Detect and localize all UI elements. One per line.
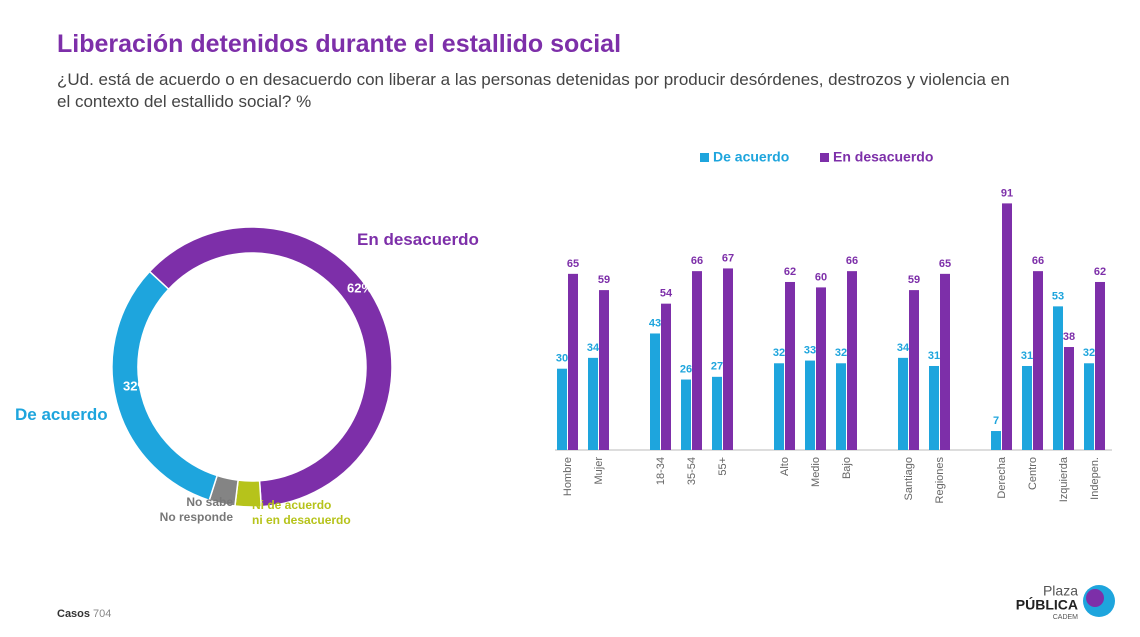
logo-text: PÚBLICA (1016, 596, 1078, 613)
value-label: 32 (835, 347, 847, 359)
x-tick-label: Santiago (903, 457, 915, 500)
x-tick-label: Alto (779, 457, 791, 476)
value-label: 66 (846, 255, 858, 267)
bar (774, 363, 784, 450)
value-label: 3% (248, 461, 267, 476)
x-tick-label: Centro (1027, 457, 1039, 490)
value-label: 62% (347, 280, 373, 295)
cases-label: Casos (57, 608, 90, 620)
value-label: 65 (567, 258, 579, 270)
value-label: 43 (649, 317, 661, 329)
value-label: 66 (691, 255, 703, 267)
value-label: 32 (1083, 347, 1095, 359)
value-label: 26 (680, 363, 692, 375)
x-tick-label: 55+ (717, 457, 729, 476)
value-label: 31 (1021, 350, 1033, 362)
bar (991, 431, 1001, 450)
x-tick-label: Derecha (996, 456, 1008, 498)
bar (909, 290, 919, 450)
value-label: 62 (784, 266, 796, 278)
legend-swatch (700, 153, 709, 162)
value-label: 38 (1063, 331, 1075, 343)
logo-circle-inner (1086, 589, 1104, 607)
value-label: 91 (1001, 187, 1013, 199)
value-label: 53 (1052, 290, 1064, 302)
legend-label: En desacuerdo (833, 149, 933, 165)
value-label: 3% (224, 461, 243, 476)
logo-text: Plaza (1043, 583, 1078, 599)
bar (650, 333, 660, 450)
value-label: 65 (939, 258, 951, 270)
value-label: 7 (993, 415, 999, 427)
x-tick-label: Izquierda (1058, 456, 1070, 502)
value-label: 62 (1094, 266, 1106, 278)
bar (1022, 365, 1032, 450)
bar (1002, 203, 1012, 450)
legend-label: De acuerdo (713, 149, 789, 165)
x-tick-label: 18-34 (655, 457, 667, 485)
bar (836, 363, 846, 450)
category-label: En desacuerdo (357, 230, 479, 249)
category-label: Ni de acuerdo ni en desacuerdo (252, 498, 351, 527)
bar (1033, 271, 1043, 450)
bar (1064, 347, 1074, 450)
category-label: No sabe No responde (159, 495, 233, 524)
x-tick-label: Hombre (562, 457, 574, 496)
value-label: 60 (815, 271, 827, 283)
x-tick-label: 35-54 (686, 457, 698, 485)
bar (557, 368, 567, 450)
bar (929, 365, 939, 450)
x-tick-label: Mujer (593, 457, 605, 485)
bar (940, 273, 950, 450)
bar (898, 357, 908, 450)
bar (723, 268, 733, 450)
bar (568, 273, 578, 450)
value-label: 27 (711, 361, 723, 373)
x-tick-label: Medio (810, 457, 822, 487)
value-label: 67 (722, 252, 734, 264)
bar (588, 357, 598, 450)
value-label: 33 (804, 344, 816, 356)
bar (816, 287, 826, 450)
title: Liberación detenidos durante el estallid… (57, 30, 622, 58)
x-tick-label: Indepen. (1089, 457, 1101, 500)
bar (1095, 281, 1105, 450)
value-label: 34 (897, 342, 910, 354)
bar (712, 376, 722, 450)
subtitle: ¿Ud. está de acuerdo o en desacuerdo con… (57, 70, 1010, 111)
category-label: De acuerdo (15, 405, 108, 424)
bar (1084, 363, 1094, 450)
logo-text: CADEM (1053, 614, 1078, 621)
value-label: 66 (1032, 255, 1044, 267)
value-label: 31 (928, 350, 940, 362)
value-label: 32 (773, 347, 785, 359)
value-label: 32% (123, 378, 149, 393)
value-label: 30 (556, 353, 568, 365)
bar (847, 271, 857, 450)
x-tick-label: Bajo (841, 457, 853, 479)
bar (1053, 306, 1063, 450)
value-label: 54 (660, 288, 673, 300)
cases-value: 704 (93, 608, 111, 620)
bar (785, 281, 795, 450)
x-tick-label: Regiones (934, 457, 946, 504)
legend-swatch (820, 153, 829, 162)
bar (692, 271, 702, 450)
value-label: 59 (598, 274, 610, 286)
bar (805, 360, 815, 450)
bar (599, 290, 609, 450)
value-label: 59 (908, 274, 920, 286)
logo: Plaza PÚBLICA CADEM (1016, 583, 1115, 621)
bar (681, 379, 691, 450)
value-label: 34 (587, 342, 600, 354)
donut-slice (148, 226, 393, 508)
bar (661, 303, 671, 450)
donut-slice (111, 270, 219, 502)
